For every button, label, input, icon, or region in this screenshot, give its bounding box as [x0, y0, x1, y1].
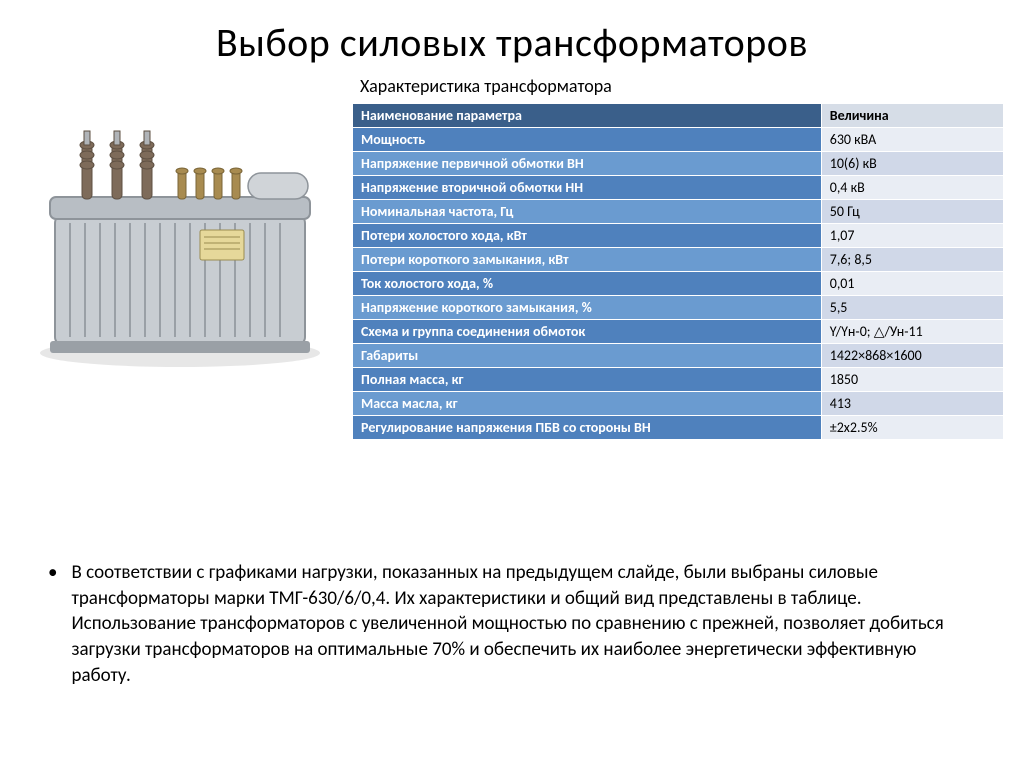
table-header-value: Величина [821, 104, 1003, 128]
table-row: Схема и группа соединения обмотокY/Yн-0;… [353, 320, 1004, 344]
table-row: Напряжение короткого замыкания, %5,5 [353, 296, 1004, 320]
slide-title: Выбор силовых трансформаторов [0, 0, 1024, 75]
table-row: Регулирование напряжения ПБВ со стороны … [353, 416, 1004, 440]
table-row: Потери холостого хода, кВт1,07 [353, 224, 1004, 248]
transformer-illustration [20, 75, 340, 375]
table-row: Номинальная частота, Гц50 Гц [353, 200, 1004, 224]
table-caption: Характеристика трансформатора [352, 75, 1004, 97]
table-row: Мощность630 кВА [353, 128, 1004, 152]
table-row: Напряжение первичной обмотки ВН10(6) кВ [353, 152, 1004, 176]
table-row: Полная масса, кг1850 [353, 368, 1004, 392]
table-row: Напряжение вторичной обмотки НН0,4 кВ [353, 176, 1004, 200]
body-text-block: • В соответствии с графиками нагрузки, п… [48, 560, 976, 688]
table-row: Ток холостого хода, %0,01 [353, 272, 1004, 296]
table-row: Габариты1422×868×1600 [353, 344, 1004, 368]
body-paragraph: В соответствии с графиками нагрузки, пок… [71, 560, 976, 688]
table-header-row: Наименование параметра Величина [353, 104, 1004, 128]
spec-table: Наименование параметра Величина Мощность… [352, 103, 1004, 440]
table-header-param: Наименование параметра [353, 104, 822, 128]
table-row: Масса масла, кг413 [353, 392, 1004, 416]
bullet-dot-icon: • [48, 560, 57, 688]
table-row: Потери короткого замыкания, кВт7,6; 8,5 [353, 248, 1004, 272]
